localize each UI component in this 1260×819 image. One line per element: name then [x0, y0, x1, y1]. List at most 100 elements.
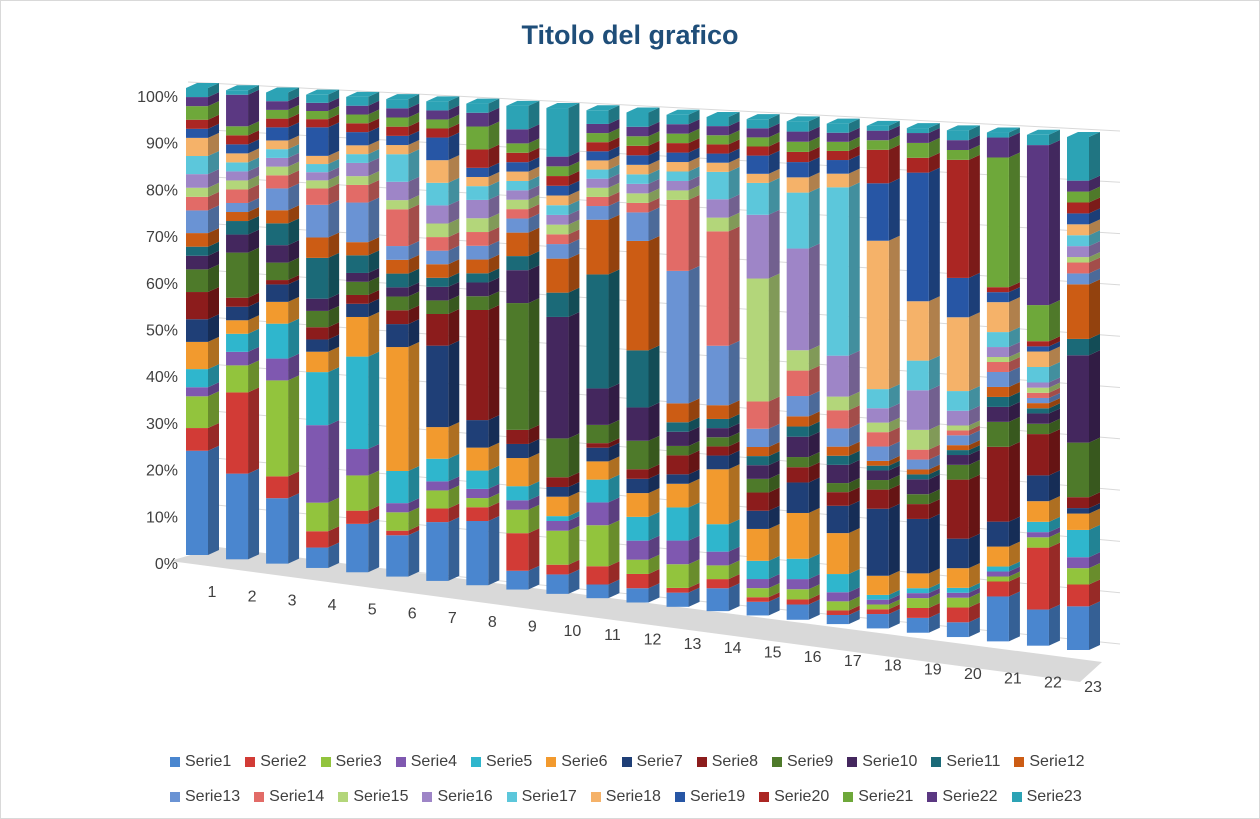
bar-stack [866, 120, 900, 629]
bar-segment-side [248, 328, 260, 352]
bar-segment [946, 410, 969, 426]
bar-segment [866, 125, 889, 131]
legend-swatch [170, 756, 180, 767]
bar-segment-side [568, 287, 580, 317]
bar-segment [826, 574, 849, 593]
bar-segment-side [768, 487, 780, 511]
bar-segment [186, 396, 208, 429]
bar-segment-side [888, 120, 900, 131]
bar-segment [186, 88, 208, 98]
bar-segment [986, 347, 1009, 358]
bar-segment [266, 175, 289, 189]
bar-segment-side [688, 417, 700, 432]
bar-segment-side [808, 594, 820, 605]
bar-segment-side [208, 364, 219, 388]
bar-segment [386, 145, 409, 155]
bar-segment-side [968, 563, 980, 588]
bar-segment-side [1008, 282, 1020, 293]
bar-segment [746, 182, 769, 215]
bar-segment [506, 218, 529, 233]
gridline [187, 81, 1121, 132]
bar-segment [266, 127, 289, 141]
bar-segment-side [808, 599, 820, 620]
bar-segment-side [608, 269, 620, 389]
bar-segment [706, 579, 729, 589]
bar-segment [506, 429, 529, 444]
legend-item: Serie8 [696, 753, 758, 771]
bar-segment-side [208, 83, 219, 98]
bar-segment-side [728, 464, 740, 525]
bar-segment-side [408, 140, 420, 155]
bar-segment-side [448, 245, 460, 265]
bar-segment [1067, 224, 1089, 236]
bar-segment-side [928, 588, 940, 599]
bar-segment-side [728, 121, 740, 136]
bar-segment-side [928, 568, 940, 589]
bar-segment [706, 162, 729, 172]
bar-segment [306, 119, 329, 128]
bar-segment-side [848, 405, 860, 429]
bar-top [786, 116, 820, 122]
bar-segment [1067, 606, 1089, 650]
bar-segment [906, 593, 929, 599]
bar-segment [746, 597, 769, 602]
bar-segment [306, 127, 329, 156]
bar-segment-side [608, 173, 620, 188]
bar-segment-side [1008, 566, 1020, 577]
bar-segment-side [608, 201, 620, 220]
legend-item: Serie4 [395, 753, 457, 771]
bar-segment-side [288, 96, 300, 110]
bar-segment [706, 126, 729, 136]
bar-top [946, 125, 980, 131]
bar-segment-side [528, 565, 540, 590]
bar-segment-side [448, 295, 460, 314]
bar-segment-side [448, 422, 460, 459]
bar-segment [426, 313, 449, 346]
bar-segment [626, 126, 649, 137]
legend-swatch [170, 791, 180, 802]
bar-segment-side [768, 114, 780, 129]
bar-segment [306, 204, 329, 238]
bar-segment [746, 137, 769, 147]
bar-segment [426, 277, 449, 287]
bar-segment [906, 301, 929, 361]
bar-segment-side [648, 169, 660, 184]
bar-segment [226, 189, 249, 203]
bar-segment [426, 182, 449, 206]
bar-segment [706, 588, 729, 612]
bar-segment-side [208, 445, 219, 555]
bar-segment [986, 576, 1009, 582]
bar-segment-side [1089, 524, 1100, 558]
bar-segment [586, 123, 609, 134]
bar-segment-side [968, 430, 980, 446]
bar-segment [346, 255, 369, 273]
bar-segment-side [968, 617, 980, 638]
bar-segment-side [568, 103, 580, 157]
y-tick-label: 100% [137, 89, 178, 106]
bar-segment [466, 259, 489, 274]
bar-segment [906, 459, 929, 470]
bar-segment-side [328, 293, 340, 311]
bar-segment-side [648, 121, 660, 137]
bar-segment-side [368, 444, 380, 476]
bar-segment [666, 507, 689, 541]
legend-label: Serie9 [787, 752, 834, 770]
bar-segment [386, 324, 409, 348]
bar-top [306, 89, 340, 95]
bar-segment [1067, 557, 1089, 569]
bar-segment [1026, 408, 1049, 414]
legend-label: Serie2 [260, 752, 307, 770]
bar-segment [426, 458, 449, 482]
bar-segment-side [248, 360, 260, 393]
legend-label: Serie20 [774, 787, 830, 805]
bar-segment [1026, 341, 1049, 347]
bar-segment [586, 169, 609, 179]
bar-segment [346, 449, 369, 476]
bar-segment [986, 287, 1009, 293]
bar-segment-side [1089, 563, 1100, 585]
bar-segment [386, 154, 409, 182]
bar-segment-side [968, 533, 980, 569]
bar-segment [466, 149, 489, 168]
bar-segment-side [808, 391, 820, 417]
bar-segment-side [1008, 516, 1020, 547]
